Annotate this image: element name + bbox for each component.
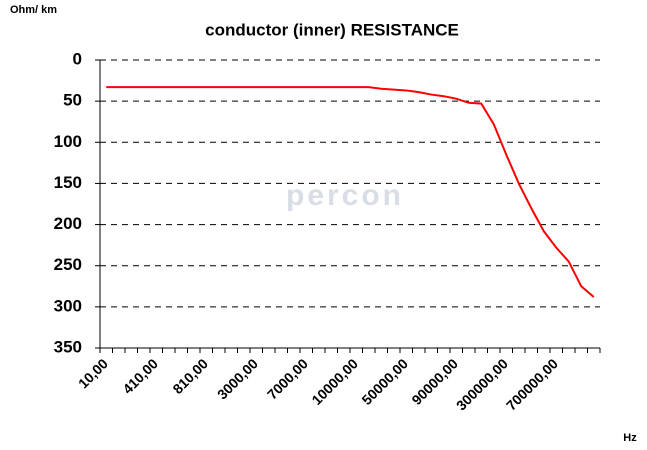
- x-tick-label: 810,00: [169, 355, 211, 397]
- y-tick-label: 150: [54, 173, 82, 192]
- x-axis-label: Hz: [623, 432, 637, 444]
- y-axis-label: Ohm/ km: [10, 4, 57, 16]
- x-tick-label: 50000,00: [358, 355, 411, 408]
- watermark: percon: [286, 179, 404, 212]
- y-tick-label: 350: [54, 337, 82, 356]
- x-tick-label: 10000,00: [308, 355, 361, 408]
- data-line: [106, 86, 595, 298]
- x-tick-label: 3000,00: [214, 355, 261, 402]
- y-tick-label: 300: [54, 296, 82, 315]
- y-tick-label: 100: [54, 132, 82, 151]
- x-tick-label: 10,00: [75, 355, 111, 391]
- x-tick-label: 90000,00: [408, 355, 461, 408]
- x-tick-label: 700000,00: [503, 355, 561, 413]
- y-tick-label: 0: [73, 49, 82, 68]
- y-tick-label: 50: [63, 91, 82, 110]
- y-tick-label: 250: [54, 255, 82, 274]
- x-tick-label: 7000,00: [264, 355, 311, 402]
- x-tick-label: 300000,00: [453, 355, 511, 413]
- x-tick-label: 410,00: [119, 355, 161, 397]
- y-tick-label: 200: [54, 214, 82, 233]
- chart-title: conductor (inner) RESISTANCE: [205, 20, 459, 39]
